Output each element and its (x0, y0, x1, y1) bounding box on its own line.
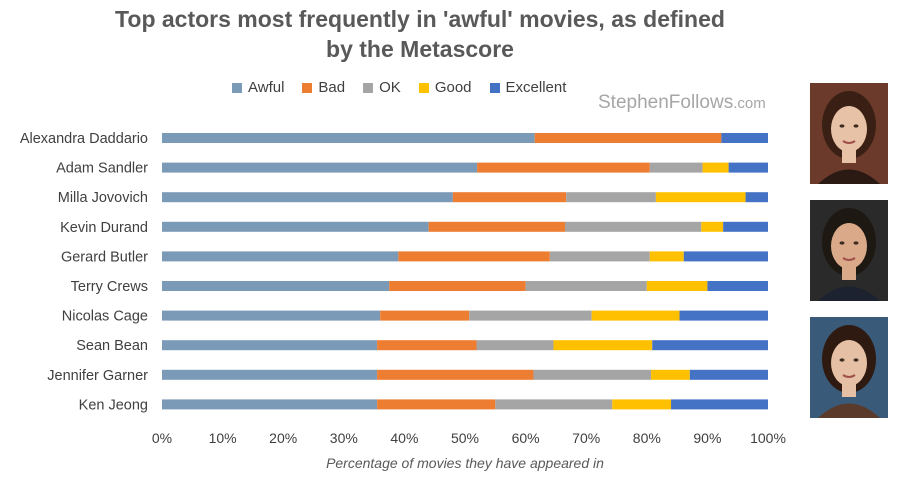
x-tick-label: 20% (269, 430, 297, 446)
bar-adam-sandler-awful (162, 162, 478, 173)
legend-label-good: Good (434, 79, 472, 96)
bar-nicolas-cage-awful (162, 310, 381, 321)
legend-label-bad: Bad (318, 79, 346, 96)
bar-kevin-durand-awful (162, 221, 429, 232)
x-tick-label: 40% (390, 430, 418, 446)
bar-terry-crews-awful (162, 281, 390, 291)
legend-swatch-bad (302, 82, 313, 93)
bar-jennifer-garner-excellent (689, 369, 768, 380)
bar-milla-jovovich-bad (452, 192, 567, 203)
bar-sean-bean-ok (476, 340, 554, 351)
category-label-kevin-durand: Kevin Durand (60, 220, 148, 236)
category-label-gerard-butler: Gerard Butler (61, 249, 148, 265)
category-label-milla-jovovich: Milla Jovovich (58, 190, 148, 206)
category-label-terry-crews: Terry Crews (71, 279, 148, 295)
legend-swatch-good (418, 82, 429, 93)
legend-swatch-ok (363, 82, 374, 93)
bar-gerard-butler-bad (398, 251, 550, 262)
category-label-alexandra-daddario: Alexandra Daddario (20, 131, 148, 147)
legend-item-ok: OK (363, 79, 401, 96)
legend: Awful Bad OK Good Excellent (232, 79, 566, 96)
watermark-name: StephenFollows (598, 92, 734, 113)
bar-nicolas-cage-good (591, 310, 680, 321)
bar-gerard-butler-ok (549, 251, 650, 262)
bar-alexandra-daddario-excellent (721, 133, 768, 143)
legend-item-bad: Bad (302, 79, 345, 96)
bar-terry-crews-bad (389, 281, 526, 291)
category-label-jennifer-garner: Jennifer Garner (47, 368, 148, 384)
bar-nicolas-cage-ok (469, 310, 592, 321)
chart-title: Top actors most frequently in 'awful' mo… (40, 4, 800, 64)
legend-label-excellent: Excellent (505, 79, 567, 96)
category-label-ken-jeong: Ken Jeong (79, 397, 148, 413)
photo-milla-jovovich (810, 317, 888, 418)
bar-terry-crews-good (646, 281, 708, 291)
bar-sean-bean-bad (377, 340, 477, 351)
x-tick-label: 30% (330, 430, 358, 446)
category-label-nicolas-cage: Nicolas Cage (62, 309, 148, 325)
photo-alexandra-daddario (810, 83, 888, 184)
x-tick-label: 90% (693, 430, 721, 446)
bar-jennifer-garner-ok (533, 369, 652, 380)
bar-gerard-butler-excellent (683, 251, 768, 262)
legend-swatch-excellent (489, 82, 500, 93)
bar-kevin-durand-good (701, 221, 724, 232)
bar-kevin-durand-ok (564, 221, 702, 232)
x-tick-label: 50% (451, 430, 479, 446)
bar-nicolas-cage-excellent (679, 310, 768, 321)
bar-milla-jovovich-good (655, 192, 746, 203)
bar-ken-jeong-excellent (671, 399, 768, 410)
x-tick-label: 100% (750, 430, 786, 446)
bar-sean-bean-awful (162, 340, 378, 351)
legend-label-awful: Awful (248, 79, 285, 96)
bar-adam-sandler-bad (477, 162, 650, 173)
bar-kevin-durand-excellent (723, 221, 768, 232)
bar-ken-jeong-good (612, 399, 672, 410)
x-tick-label: 10% (209, 430, 237, 446)
watermark: StephenFollows.com (598, 92, 766, 114)
legend-swatch-awful (232, 82, 242, 93)
bar-ken-jeong-bad (377, 399, 496, 410)
bar-alexandra-daddario-bad (534, 133, 722, 143)
bar-gerard-butler-good (649, 251, 684, 262)
bar-alexandra-daddario-awful (162, 133, 535, 143)
x-tick-label: 60% (512, 430, 540, 446)
category-label-sean-bean: Sean Bean (76, 338, 148, 354)
bar-adam-sandler-excellent (728, 162, 768, 173)
bar-kevin-durand-bad (428, 221, 565, 232)
legend-item-awful: Awful (232, 79, 284, 96)
bar-ken-jeong-awful (162, 399, 378, 410)
bar-jennifer-garner-awful (162, 369, 378, 380)
bar-sean-bean-good (553, 340, 653, 351)
legend-item-good: Good (418, 79, 472, 96)
bar-milla-jovovich-ok (566, 192, 656, 203)
x-tick-label: 80% (633, 430, 661, 446)
bar-terry-crews-ok (525, 281, 647, 291)
bar-ken-jeong-ok (495, 399, 613, 410)
photo-adam-sandler (810, 200, 888, 301)
title-line-2: by the Metascore (326, 36, 514, 62)
legend-item-excellent: Excellent (489, 79, 567, 96)
bar-adam-sandler-ok (649, 162, 703, 173)
category-label-adam-sandler: Adam Sandler (56, 161, 148, 177)
watermark-domain: .com (733, 95, 766, 112)
legend-label-ok: OK (379, 79, 401, 96)
x-tick-label: 70% (572, 430, 600, 446)
bar-milla-jovovich-awful (162, 192, 453, 203)
bar-jennifer-garner-good (651, 369, 690, 380)
bar-adam-sandler-good (702, 162, 729, 173)
x-axis-title: Percentage of movies they have appeared … (326, 455, 604, 471)
bar-jennifer-garner-bad (377, 369, 534, 380)
x-tick-label: 0% (152, 430, 172, 446)
bar-gerard-butler-awful (162, 251, 399, 262)
title-line-1: Top actors most frequently in 'awful' mo… (115, 6, 725, 32)
bar-milla-jovovich-excellent (745, 192, 768, 203)
bar-nicolas-cage-bad (380, 310, 470, 321)
bar-terry-crews-excellent (707, 281, 768, 291)
bar-sean-bean-excellent (652, 340, 768, 351)
